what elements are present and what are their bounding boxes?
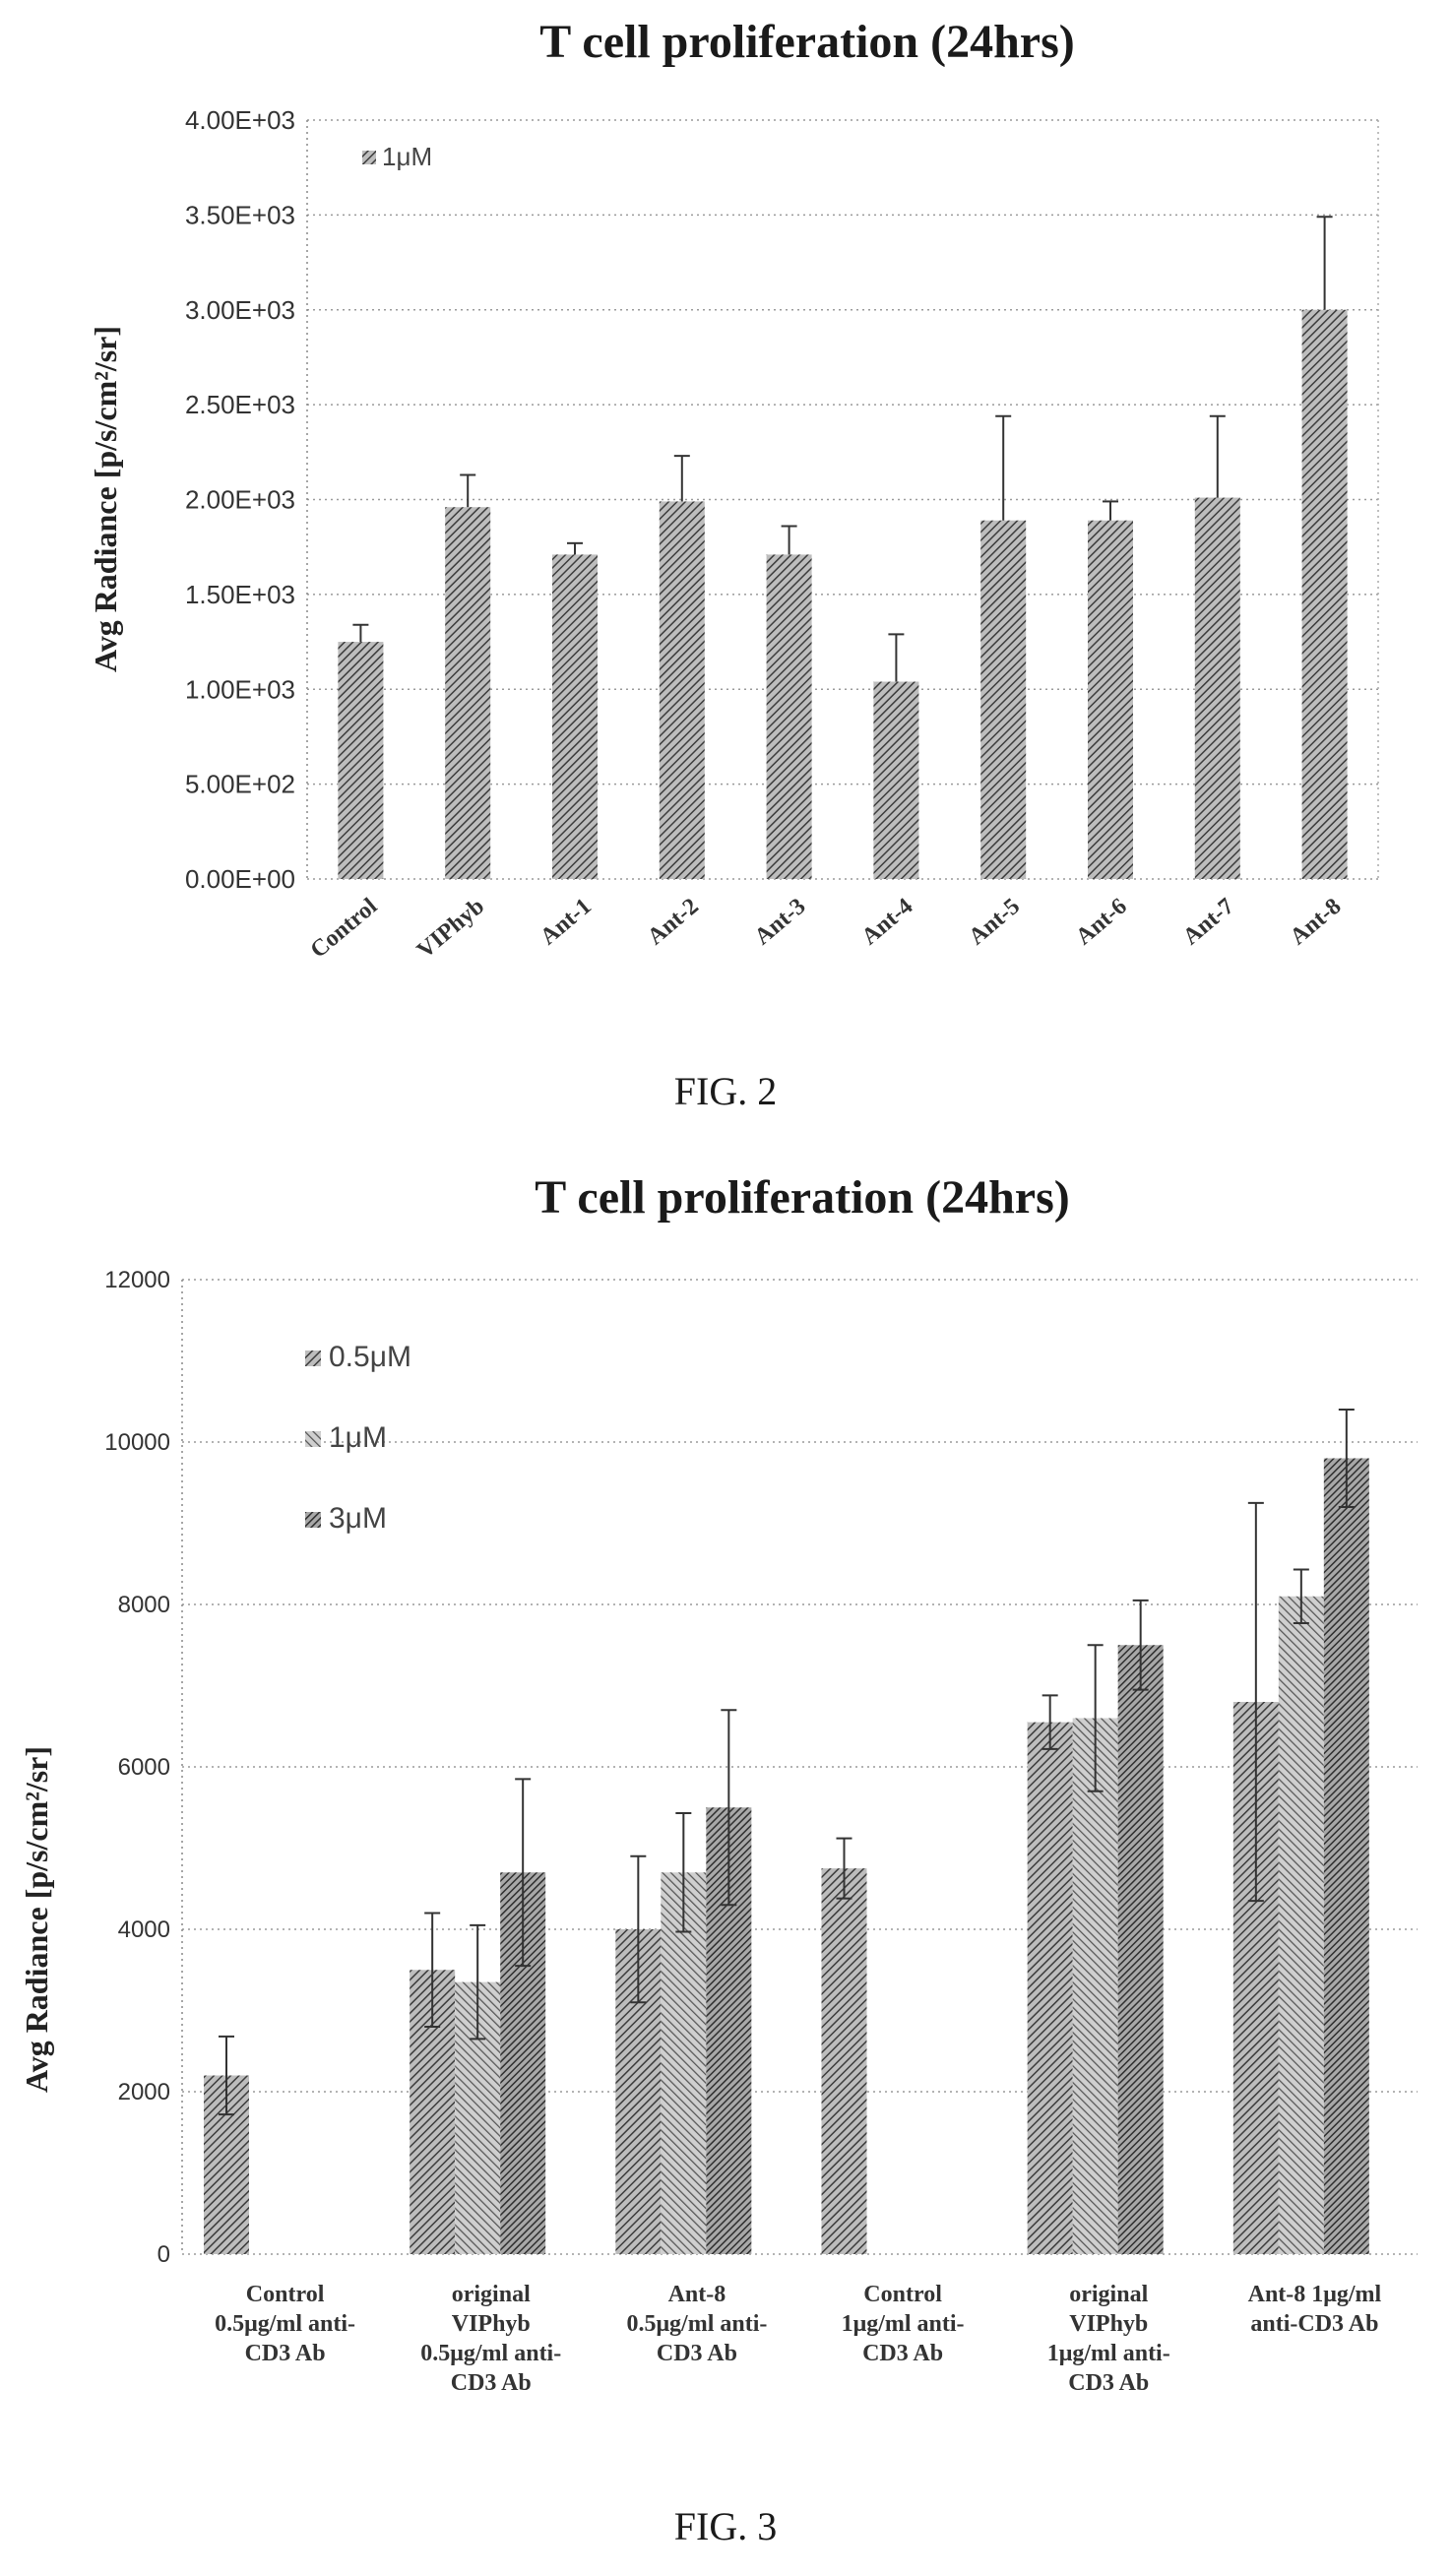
y-tick-label: 1.00E+03 <box>185 674 295 704</box>
x-tick-label: Ant-1 <box>536 894 597 951</box>
bar <box>1194 497 1240 879</box>
y-tick-label: 4.00E+03 <box>185 105 295 135</box>
y-tick-label: 1.50E+03 <box>185 580 295 609</box>
x-tick-label: Ant-8 1μg/ml anti-CD3 Ab <box>1248 2282 1382 2337</box>
bar <box>445 507 491 879</box>
x-tick-label: original VIPhyb 0.5μg/ml anti-CD3 Ab <box>420 2282 561 2396</box>
bar <box>661 1872 707 2254</box>
y-tick-label: 3.50E+03 <box>185 200 295 229</box>
y-tick-label: 3.00E+03 <box>185 295 295 325</box>
legend-label: 0.5μM <box>329 1341 411 1373</box>
bar <box>659 501 705 879</box>
gridlines <box>181 1279 1418 2255</box>
y-tick-label: 0 <box>158 2241 170 2268</box>
bar <box>1027 1722 1073 2254</box>
legend-label: 3μM <box>329 1502 387 1535</box>
chart-title: T cell proliferation (24hrs) <box>539 16 1075 68</box>
legend-swatch <box>362 151 376 164</box>
x-axis-ticks: Control VIPhyb Ant-1 Ant-2 Ant-3 Ant-4 Ant-5 An… <box>306 893 1347 964</box>
x-axis-ticks: Control 0.5μg/ml anti-CD3 Ab original VIPhy… <box>215 2282 1381 2396</box>
x-tick-label: VIPhyb <box>412 894 489 964</box>
figure-caption-fig3: FIG. 3 <box>674 2504 777 2548</box>
bar-series <box>204 1458 1369 2254</box>
chart-fig3: T cell proliferation (24hrs) 0 2000 4000 60… <box>19 1171 1418 2548</box>
error-bars <box>219 1409 1355 2116</box>
y-axis-ticks: 0 2000 4000 6000 8000 10000 12000 <box>104 1267 170 2268</box>
error-bars <box>352 216 1333 682</box>
bar <box>980 520 1027 879</box>
y-axis-label: Avg Radiance [p/s/cm²/sr] <box>88 326 123 672</box>
bar <box>821 1868 867 2254</box>
bar <box>1117 1645 1164 2254</box>
x-tick-label: Control 0.5μg/ml anti-CD3 Ab <box>215 2282 355 2366</box>
x-tick-label: Control 1μg/ml anti-CD3 Ab <box>842 2282 965 2366</box>
x-tick-label: Ant-8 0.5μg/ml anti-CD3 Ab <box>626 2282 767 2366</box>
y-tick-label: 12000 <box>104 1267 170 1293</box>
y-tick-label: 0.00E+00 <box>185 864 295 894</box>
x-tick-label: Control <box>306 893 383 963</box>
y-tick-label: 10000 <box>104 1429 170 1456</box>
x-tick-label: Ant-7 <box>1178 894 1239 951</box>
legend-label: 1μM <box>329 1421 387 1454</box>
bar <box>1301 309 1348 879</box>
bar <box>1072 1718 1118 2254</box>
bar <box>1323 1458 1369 2254</box>
y-tick-label: 2.00E+03 <box>185 485 295 515</box>
bar <box>552 554 598 879</box>
y-tick-label: 4000 <box>118 1916 170 1943</box>
bar <box>873 681 919 879</box>
legend-swatch <box>305 1351 321 1366</box>
x-tick-label: Ant-3 <box>750 894 811 951</box>
legend-swatch <box>305 1512 321 1528</box>
legend: 1μM <box>362 142 432 171</box>
legend-swatch <box>305 1431 321 1447</box>
x-tick-label: Ant-2 <box>643 894 704 951</box>
bar <box>338 642 384 879</box>
figure-caption-fig2: FIG. 2 <box>674 1069 777 1113</box>
y-axis-ticks: 0.00E+00 5.00E+02 1.00E+03 1.50E+03 2.00E+03… <box>185 105 295 894</box>
bar <box>766 554 812 879</box>
legend-label: 1μM <box>382 142 432 171</box>
legend: 0.5μM 1μM 3μM <box>305 1341 411 1535</box>
bar <box>1278 1596 1324 2254</box>
y-tick-label: 2.50E+03 <box>185 390 295 419</box>
y-tick-label: 5.00E+02 <box>185 770 295 799</box>
x-tick-label: Ant-8 <box>1286 894 1347 951</box>
chart-title: T cell proliferation (24hrs) <box>535 1171 1070 1224</box>
y-tick-label: 8000 <box>118 1592 170 1618</box>
bar <box>1088 520 1133 879</box>
y-tick-label: 2000 <box>118 2079 170 2105</box>
x-tick-label: Ant-5 <box>964 894 1025 951</box>
bar-series <box>338 309 1348 879</box>
chart-fig2: T cell proliferation (24hrs) 0.00E+00 5.0… <box>88 16 1379 1113</box>
y-axis-label: Avg Radiance [p/s/cm²/sr] <box>19 1746 54 2093</box>
x-tick-label: Ant-4 <box>857 894 918 951</box>
x-tick-label: Ant-6 <box>1071 894 1132 951</box>
y-tick-label: 6000 <box>118 1754 170 1781</box>
x-tick-label: original VIPhyb 1μg/ml anti-CD3 Ab <box>1047 2282 1170 2396</box>
